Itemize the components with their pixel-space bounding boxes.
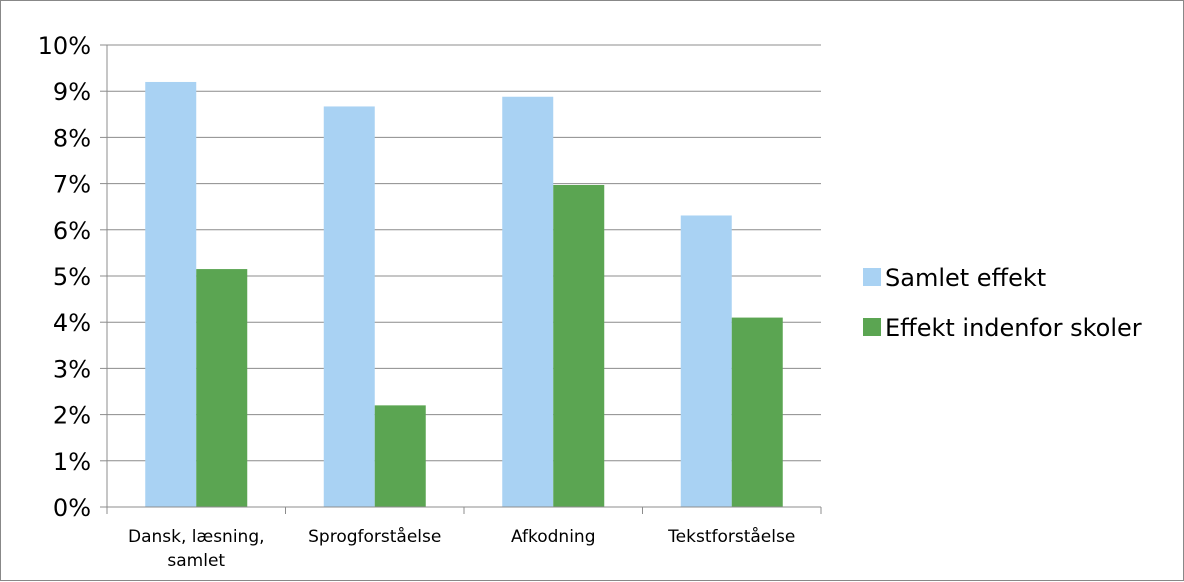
y-tick-labels: 0% 1% 2% 3% 4% 5% 6% 7% 8% 9% 10% — [38, 32, 91, 522]
bar-series-1-category-0 — [196, 269, 248, 507]
legend-label: Effekt indenfor skoler — [885, 314, 1142, 342]
x-tick-label: Afkodning — [511, 527, 596, 547]
x-tick-label: Sprogforståelse — [308, 526, 441, 547]
y-tick-label: 9% — [53, 78, 91, 106]
y-tick-label: 2% — [53, 402, 91, 430]
bar-series-1-category-3 — [731, 317, 783, 507]
y-tick-label: 0% — [53, 494, 91, 522]
x-tick-label: Dansk, læsning, — [128, 527, 265, 547]
bar-series-1-category-2 — [553, 184, 605, 507]
y-tick-label: 5% — [53, 263, 91, 291]
y-tick-label: 4% — [53, 309, 91, 337]
x-tick-labels: Dansk, læsning, samlet Sprogforståelse Afko… — [128, 526, 795, 571]
bar-series-0-category-1 — [323, 106, 375, 508]
y-tick-label: 6% — [53, 217, 91, 245]
bar-series-0-category-3 — [680, 215, 732, 507]
x-tick-label: samlet — [167, 551, 225, 571]
legend-label: Samlet effekt — [885, 264, 1046, 292]
y-tick-label: 8% — [53, 124, 91, 152]
legend-swatch — [863, 268, 881, 286]
y-tick-label: 10% — [38, 32, 91, 60]
y-tick-label: 1% — [53, 448, 91, 476]
y-tick-label: 7% — [53, 171, 91, 199]
bar-series-0-category-0 — [145, 81, 197, 508]
y-tick-label: 3% — [53, 355, 91, 383]
bar-series-1-category-1 — [374, 405, 426, 507]
legend-swatch — [863, 318, 881, 336]
bars — [145, 81, 783, 508]
legend: Samlet effekt Effekt indenfor skoler — [863, 264, 1142, 342]
x-tick-label: Tekstforståelse — [667, 526, 795, 547]
axes — [100, 44, 822, 514]
bar-series-0-category-2 — [502, 96, 554, 507]
